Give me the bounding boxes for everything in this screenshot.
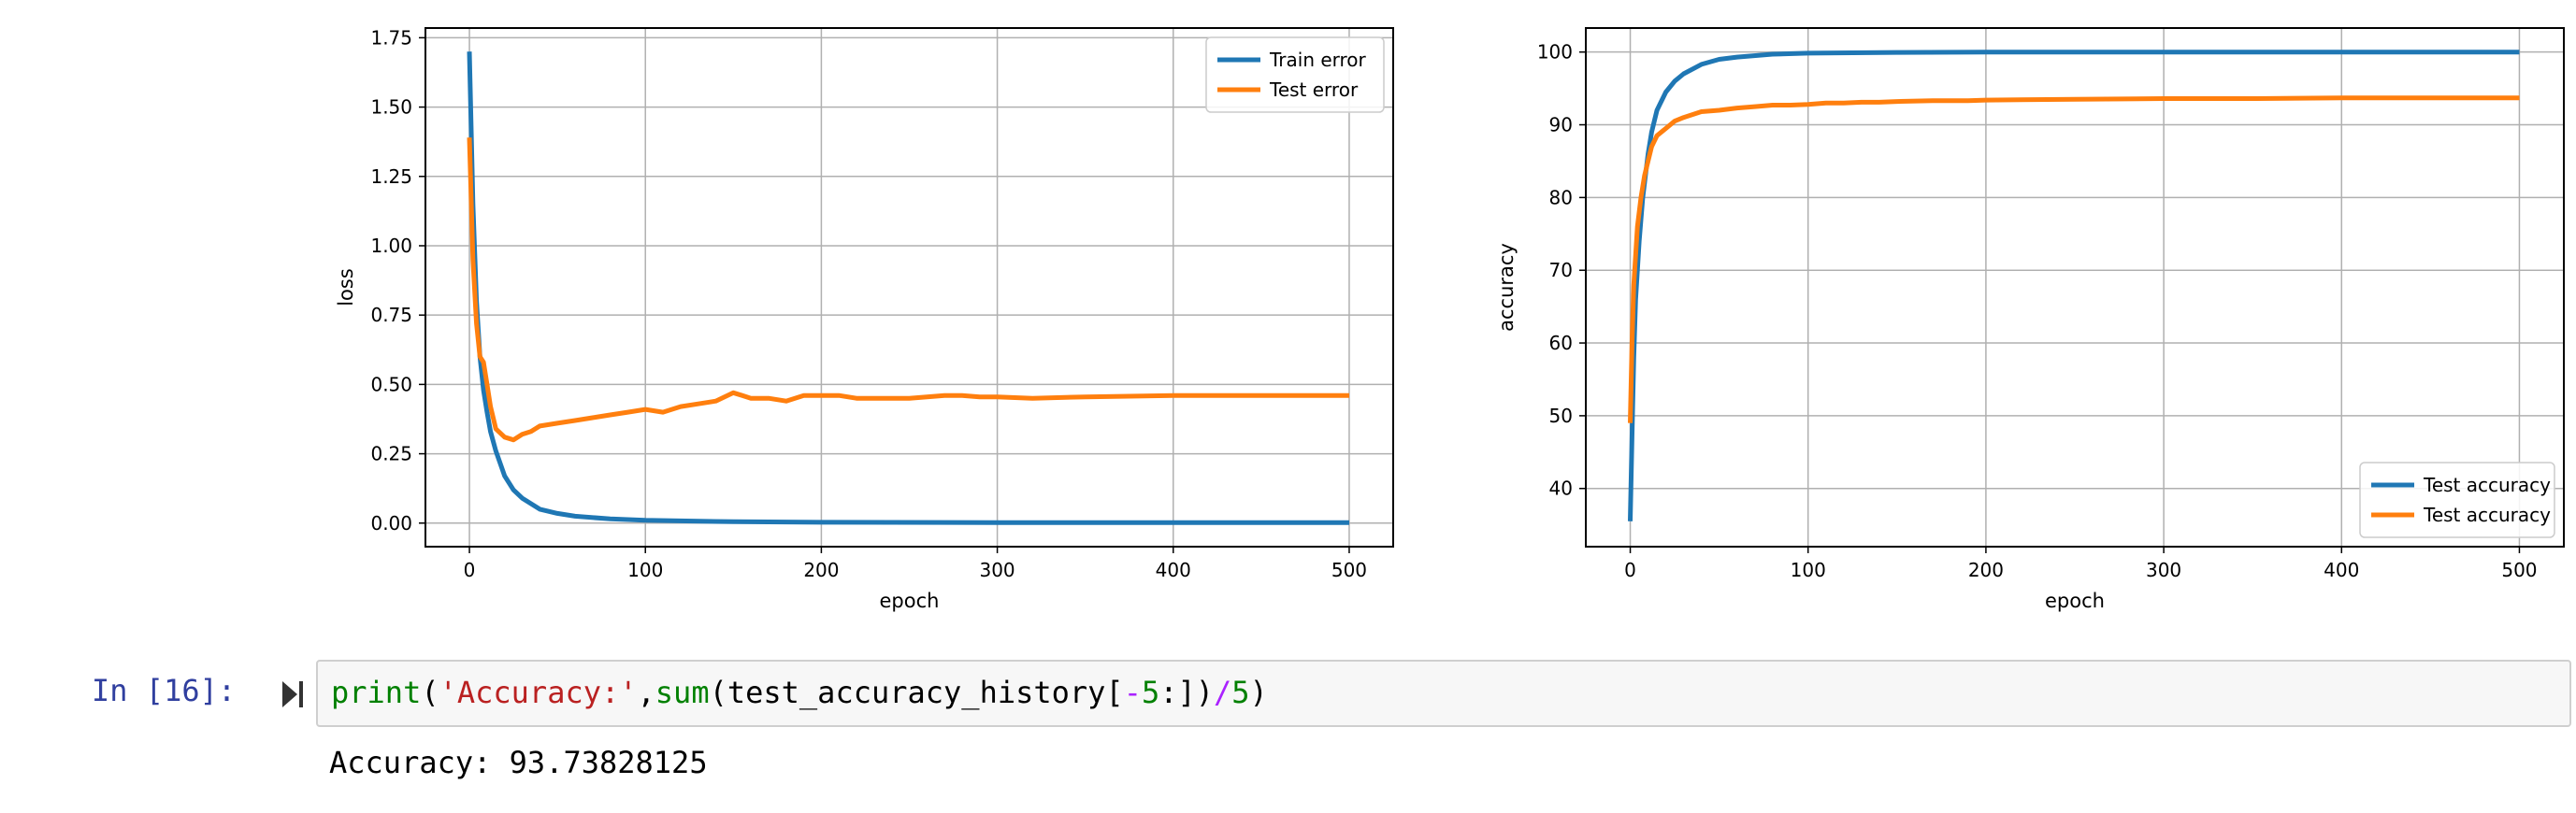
- y-tick-label: 1.75: [370, 26, 412, 49]
- code-token-variable: test_accuracy_history: [727, 675, 1106, 710]
- legend-label: Test accuracy: [2423, 504, 2551, 526]
- legend-box: [1205, 36, 1385, 113]
- code-token-paren-open: (: [421, 675, 439, 710]
- legend-label: Test accuracy: [2423, 474, 2551, 496]
- code-line[interactable]: print('Accuracy:',sum(test_accuracy_hist…: [331, 675, 1268, 710]
- y-axis-label: loss: [335, 268, 357, 307]
- series-line: [467, 51, 1349, 525]
- x-axis-label: epoch: [2045, 590, 2105, 612]
- x-tick-label: 400: [2324, 559, 2359, 581]
- x-tick-label: 300: [2146, 559, 2181, 581]
- code-token-div: /: [1214, 675, 1232, 710]
- x-tick-label: 200: [803, 559, 839, 581]
- y-axis-label: accuracy: [1495, 243, 1518, 332]
- series-line: [467, 137, 1349, 443]
- code-token-string: 'Accuracy:': [439, 675, 638, 710]
- code-token-paren-open2: (: [709, 675, 727, 710]
- code-token-paren-close: ): [1249, 675, 1268, 710]
- legend-label: Test error: [1269, 78, 1359, 101]
- x-tick-label: 500: [2501, 559, 2537, 581]
- code-token-sum: sum: [655, 675, 710, 710]
- x-tick-label: 0: [464, 559, 476, 581]
- code-token-comma: ,: [637, 675, 655, 710]
- code-token-slice-end: :]): [1159, 675, 1215, 710]
- chart-2: 0 100 200 300 400 500 40 50 60 70 80 90 100 epoch accu…: [1495, 27, 2565, 612]
- legend-box: [2359, 462, 2555, 538]
- series-line: [1628, 50, 2520, 521]
- plot-frame: [1585, 27, 2565, 548]
- y-tick-label: 0.25: [370, 443, 412, 465]
- y-tick-label: 0.00: [370, 512, 412, 535]
- y-tick-label: 80: [1549, 186, 1573, 208]
- x-tick-label: 0: [1624, 559, 1636, 581]
- charts-figure: 0 100 200 300 400 5000.000.250.500.751.001.25…: [335, 26, 2565, 612]
- output-plots: 0 100 200 300 400 500 0.00 0.25 0.50 0.75 1.00 1.25…: [335, 26, 2565, 612]
- y-tick-label: 1.50: [370, 96, 412, 119]
- y-tick-label: 0.75: [370, 304, 412, 326]
- chart-1: 0 100 200 300 400 500 0.00 0.25 0.50 0.75 1.00 1.25…: [335, 26, 1394, 612]
- code-cell-input[interactable]: print('Accuracy:',sum(test_accuracy_hist…: [316, 660, 2571, 727]
- x-tick-label: 400: [1156, 559, 1191, 581]
- x-tick-label: 100: [1791, 559, 1826, 581]
- plot-frame: [425, 27, 1394, 548]
- y-tick-label: 40: [1549, 478, 1573, 500]
- series-line: [1628, 95, 2520, 423]
- cell-prompt: In [16]:: [92, 673, 237, 708]
- y-tick-label: 1.25: [370, 165, 412, 188]
- code-token-bracket-open: [: [1105, 675, 1124, 710]
- code-token-num-a: 5: [1141, 675, 1160, 710]
- y-tick-label: 90: [1549, 114, 1573, 136]
- x-tick-label: 300: [979, 559, 1015, 581]
- cell-output-text: Accuracy: 93.73828125: [329, 745, 708, 780]
- run-cell-icon[interactable]: [281, 678, 305, 710]
- legend-label: Train error: [1269, 49, 1367, 71]
- x-tick-label: 200: [1968, 559, 2004, 581]
- y-tick-label: 60: [1549, 332, 1573, 354]
- code-token-print: print: [331, 675, 422, 710]
- code-token-minus: -: [1123, 675, 1142, 710]
- y-tick-label: 50: [1549, 405, 1573, 427]
- y-tick-label: 1.00: [370, 235, 412, 257]
- legend: Test accuracy Test accuracy: [2359, 462, 2555, 538]
- code-token-num-b: 5: [1231, 675, 1250, 710]
- y-tick-label: 70: [1549, 259, 1573, 281]
- y-tick-label: 0.50: [370, 373, 412, 395]
- x-axis-label: epoch: [880, 590, 940, 612]
- y-tick-label: 100: [1537, 41, 1573, 64]
- x-tick-label: 500: [1331, 559, 1367, 581]
- legend: Train error Test error: [1205, 36, 1385, 113]
- x-tick-label: 100: [627, 559, 663, 581]
